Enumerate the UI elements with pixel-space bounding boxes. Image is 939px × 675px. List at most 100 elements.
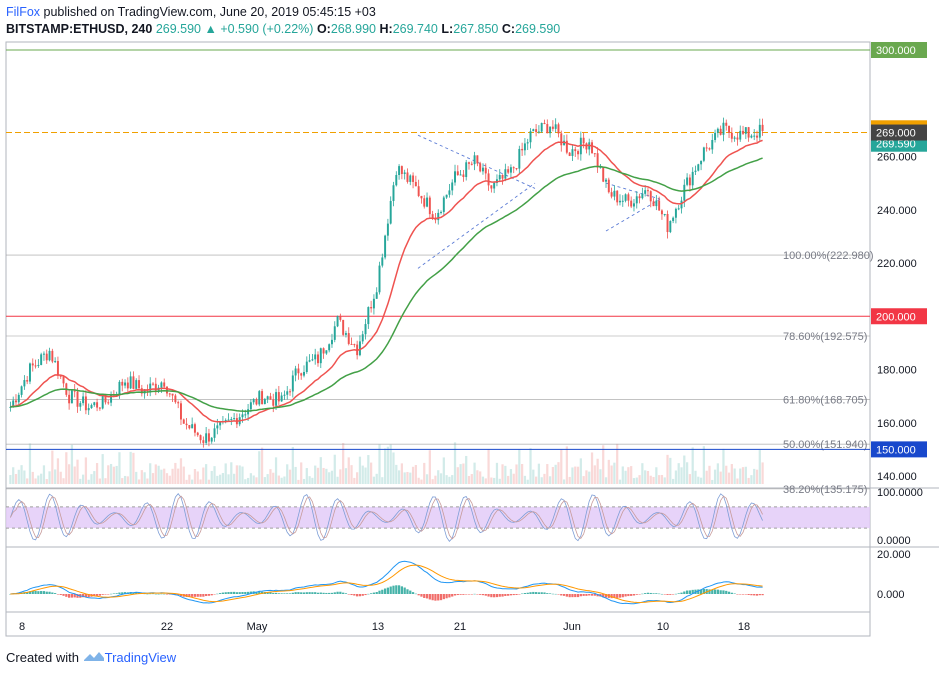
volume-bar (322, 467, 325, 484)
macd-hist-bar (68, 594, 71, 598)
fib-label: 100.00%(222.980) (783, 250, 874, 262)
macd-hist-bar (515, 594, 518, 595)
candle-body (303, 371, 305, 376)
macd-hist-bar (196, 594, 199, 597)
triangle-trendlines[interactable] (417, 134, 661, 269)
horizontal-levels[interactable] (6, 49, 870, 450)
macd-hist-bar (602, 594, 605, 598)
volume-bar (199, 479, 202, 484)
volume-bar (210, 470, 213, 484)
candle-body (210, 437, 213, 442)
candle-body (275, 392, 278, 406)
macd-hist-bar (423, 594, 426, 598)
time-axis[interactable]: 8 22 May 13 21 Jun 10 18 (19, 621, 750, 633)
macd-hist-bar (507, 594, 510, 596)
price-axis[interactable]: 260.000 240.000 220.000 180.000 160.000 140.0… (877, 152, 923, 602)
macd-hist-bar (165, 594, 169, 595)
candle-body (289, 391, 292, 393)
candle-body (255, 399, 258, 405)
macd-hist-bar (73, 594, 76, 598)
volume-bar (179, 458, 183, 484)
macd-hist-bar (258, 591, 261, 594)
macd-hist-bar (286, 593, 289, 594)
macd-hist-bar (347, 594, 350, 595)
macd-hist-bar (616, 594, 619, 598)
candle-body (179, 403, 182, 420)
macd-hist-bar (467, 594, 471, 595)
volume-bar (753, 468, 756, 484)
volume-bar (403, 472, 406, 484)
volume-bar (507, 475, 510, 484)
candle-body (719, 128, 722, 135)
candle-body (725, 122, 728, 126)
volume-bar (590, 452, 594, 484)
macd-hist-bar (76, 594, 79, 598)
volume-bar (160, 469, 163, 484)
macd-hist-bar (87, 594, 90, 598)
volume-bar (115, 465, 118, 484)
volume-bar (694, 470, 697, 484)
volume-bar (286, 464, 289, 484)
volume-bar (260, 447, 264, 484)
candle-body (487, 173, 490, 186)
candle-body (124, 382, 127, 386)
candle-body (353, 344, 356, 346)
candle-body (193, 424, 196, 433)
macd-hist-bar (655, 593, 658, 594)
tradingview-link[interactable]: TradingView (104, 650, 177, 665)
candle-body (490, 185, 493, 189)
volume-bar (462, 463, 465, 484)
volume-bar (266, 474, 269, 484)
candle-body (694, 170, 697, 172)
macd-hist-bar (551, 593, 554, 595)
macd-hist-bar (674, 593, 678, 595)
candle-body (644, 190, 647, 194)
volume-bar (14, 473, 18, 484)
label-300: 300.000 (876, 45, 916, 57)
candle-body (593, 153, 596, 155)
macd-hist-bar (658, 593, 661, 595)
close-value: 269.590 (515, 22, 561, 36)
candle-body (12, 400, 15, 407)
candle-body (98, 407, 101, 409)
candle-body (9, 406, 12, 408)
macd-hist-bar (476, 594, 479, 595)
macd-hist-bar (579, 594, 582, 597)
volume-bar (439, 473, 443, 484)
candle-body (330, 339, 333, 345)
volume-bar (442, 457, 445, 484)
macd-hist-bar (297, 592, 300, 594)
volume-bar (431, 479, 434, 484)
candle-body (395, 175, 398, 186)
macd-hist-bar (246, 591, 250, 594)
macd-hist-bar (266, 592, 269, 594)
candle-body (669, 221, 672, 233)
candle-body (28, 363, 31, 382)
price-tick: 140.000 (877, 471, 917, 483)
candle-body (339, 316, 342, 320)
candle-body (70, 390, 73, 404)
price-tick: 240.000 (877, 205, 917, 217)
candle-body (51, 350, 54, 362)
footer: Created with TradingView (6, 650, 176, 665)
macd-hist-bar (548, 593, 552, 594)
volume-bar (252, 475, 255, 484)
volume-bar (568, 476, 571, 484)
candle-body (188, 425, 191, 429)
volume-bar (356, 472, 359, 484)
volume-bar (554, 464, 557, 484)
volume-bar (557, 462, 560, 484)
volume-bar (610, 465, 613, 484)
candle-body (470, 163, 473, 165)
volume-bar (241, 466, 244, 484)
author-link[interactable]: FilFox (6, 5, 41, 19)
macd-hist-bar (739, 594, 742, 595)
volume-bar (613, 462, 616, 484)
price-chart[interactable]: 100.00%(222.980) 78.60%(192.575) 61.80%(16… (0, 0, 939, 645)
macd-hist-bar (758, 594, 761, 596)
macd-hist-bar (660, 593, 664, 595)
candle-body (409, 175, 412, 182)
time-tick: 8 (19, 621, 25, 633)
candle-body (532, 129, 535, 132)
macd-hist-bar (149, 593, 152, 595)
